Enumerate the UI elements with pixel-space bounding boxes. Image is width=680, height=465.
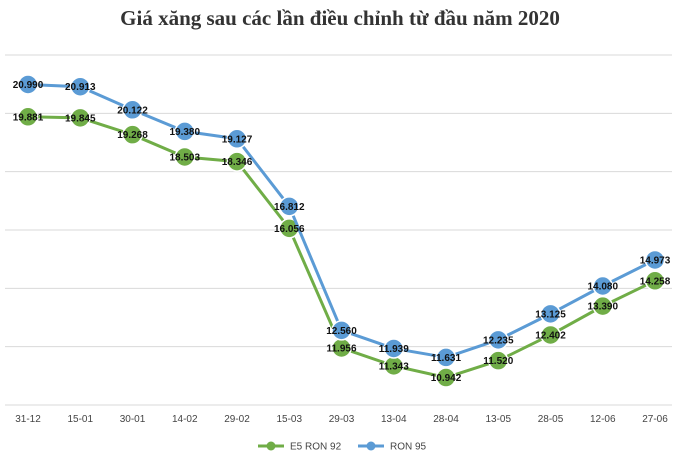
- x-tick-label: 29-02: [224, 414, 250, 425]
- data-label: 13.125: [535, 309, 566, 320]
- x-tick-label: 13-04: [381, 414, 407, 425]
- data-label: 20.122: [117, 105, 148, 116]
- data-label: 19.127: [222, 134, 253, 145]
- x-tick-label: 28-04: [433, 414, 459, 425]
- data-label: 12.235: [483, 335, 514, 346]
- data-point: [488, 350, 509, 371]
- data-point: [435, 347, 457, 368]
- chart-title: Giá xăng sau các lần điều chỉnh từ đầu n…: [120, 6, 560, 30]
- data-point: [331, 320, 352, 341]
- data-label: 11.520: [483, 356, 513, 367]
- data-label: 14.258: [640, 276, 671, 287]
- series-layer: [17, 74, 666, 388]
- data-label: 14.973: [640, 255, 671, 266]
- legend-swatch-marker: [266, 441, 276, 451]
- data-label: 19.380: [169, 127, 200, 138]
- data-point: [540, 324, 561, 346]
- data-point: [17, 74, 39, 95]
- data-label: 11.956: [326, 343, 356, 354]
- data-label: 11.343: [379, 361, 409, 372]
- x-tick-label: 31-12: [15, 414, 41, 425]
- data-label: 20.990: [13, 80, 44, 91]
- data-point: [174, 146, 195, 168]
- data-point: [70, 107, 91, 129]
- legend-swatch-marker: [366, 441, 376, 451]
- data-label: 16.812: [274, 202, 305, 213]
- data-point: [488, 329, 509, 351]
- data-label: 19.845: [65, 113, 96, 124]
- data-point: [17, 106, 39, 128]
- data-label: 20.913: [65, 82, 96, 93]
- data-label: 12.560: [326, 326, 357, 337]
- data-point: [70, 76, 91, 97]
- x-tick-label: 29-03: [329, 414, 355, 425]
- data-label: 11.939: [379, 344, 409, 355]
- x-tick-label: 28-05: [538, 414, 564, 425]
- data-point: [122, 124, 143, 145]
- data-point: [592, 275, 613, 297]
- x-tick-label: 12-06: [590, 414, 616, 425]
- data-labels: 19.881 19.845 19.268 18.503 18.346 16.056 11.9…: [13, 80, 671, 384]
- data-label: 11.631: [431, 353, 461, 364]
- x-tick-label: 14-02: [172, 414, 198, 425]
- x-axis-ticks: 31-12 15-01 30-01 14-02 29-02 15-03 29-03 13-04…: [15, 414, 668, 425]
- data-point: [279, 196, 300, 217]
- data-point: [592, 295, 613, 317]
- data-point: [122, 99, 143, 121]
- data-label: 12.402: [535, 330, 566, 341]
- x-tick-label: 15-01: [67, 414, 93, 425]
- data-point: [226, 151, 248, 172]
- data-label: 14.080: [587, 282, 618, 293]
- data-point: [644, 270, 666, 292]
- data-label: 16.056: [274, 224, 305, 235]
- x-tick-label: 30-01: [120, 414, 146, 425]
- data-label: 19.881: [13, 112, 44, 123]
- legend-label: RON 95: [390, 442, 427, 453]
- data-label: 18.503: [169, 152, 200, 163]
- data-label: 10.942: [431, 373, 462, 384]
- x-tick-label: 15-03: [276, 414, 302, 425]
- data-point: [174, 121, 195, 142]
- data-point: [435, 367, 457, 388]
- legend: E5 RON 92 RON 95: [258, 441, 427, 453]
- legend-item: E5 RON 92: [258, 441, 342, 453]
- data-point: [540, 303, 561, 325]
- legend-label: E5 RON 92: [290, 442, 342, 453]
- legend-item: RON 95: [358, 441, 427, 453]
- data-label: 13.390: [587, 302, 618, 313]
- data-point: [644, 249, 666, 271]
- data-point: [226, 128, 248, 150]
- data-point: [383, 338, 404, 359]
- data-label: 19.268: [117, 130, 148, 141]
- x-tick-label: 13-05: [485, 414, 511, 425]
- data-label: 18.346: [222, 157, 253, 168]
- x-tick-label: 27-06: [642, 414, 668, 425]
